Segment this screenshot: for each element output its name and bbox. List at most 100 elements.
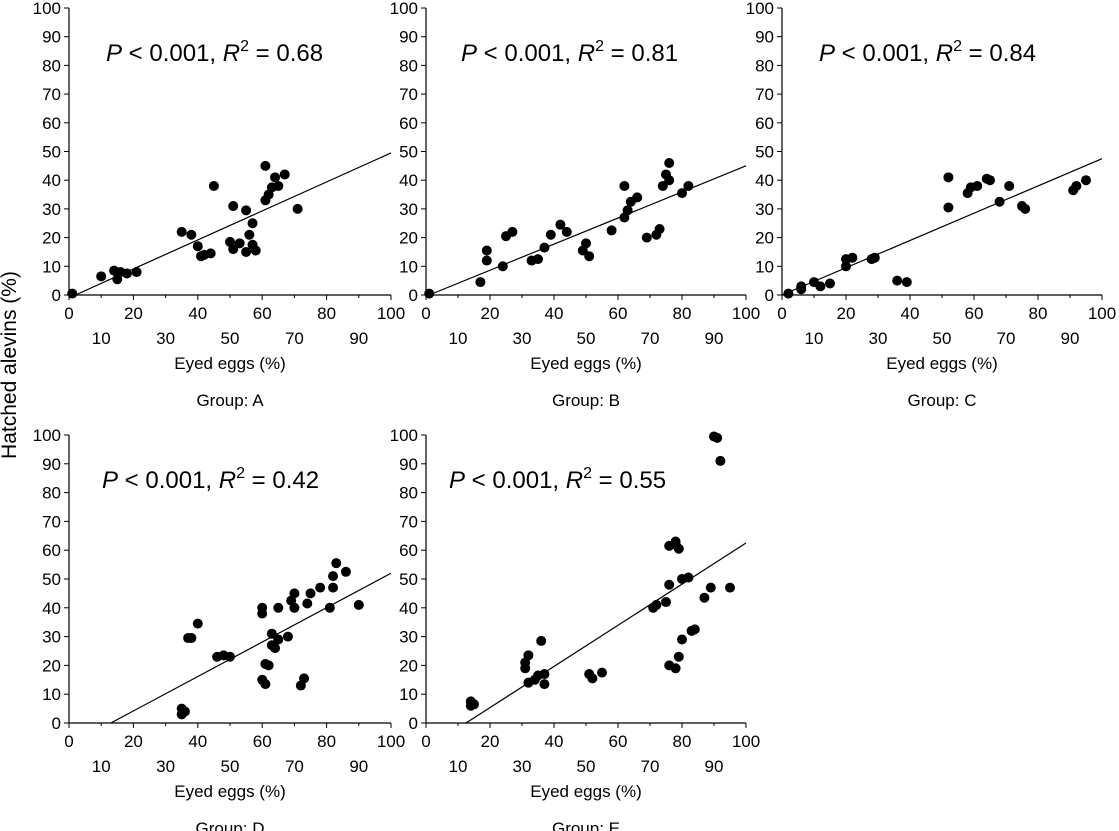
data-point [247, 218, 258, 229]
y-tick-label: 80 [42, 484, 61, 503]
y-tick-label: 90 [755, 28, 774, 47]
x-tick-label: 20 [837, 304, 856, 323]
data-point [654, 223, 665, 234]
x-tick-label: 100 [1088, 304, 1116, 323]
panel-group-c: 0 10 20 30 40 50 60 70 80 90 100 0 20 40 60 80 100 10 30 50… [746, 0, 1117, 410]
data-point [641, 232, 652, 243]
data-point [705, 582, 716, 593]
data-point [1071, 180, 1082, 191]
data-point [234, 238, 245, 249]
x-tick-label: 80 [673, 304, 692, 323]
data-point [661, 597, 671, 608]
y-tick-label: 40 [42, 171, 61, 190]
y-tick-label: 100 [33, 426, 61, 445]
y-tick-label: 30 [399, 200, 418, 219]
y-tick-label: 80 [399, 56, 418, 75]
data-point [302, 598, 313, 609]
data-point [305, 588, 316, 599]
data-point [241, 246, 252, 257]
x-minor-tick-label: 10 [92, 757, 111, 776]
x-tick-label: 20 [124, 732, 143, 751]
data-point [289, 588, 300, 599]
y-tick-label: 70 [399, 512, 418, 531]
stat-annotation: P < 0.001, R2 = 0.55 [449, 465, 666, 494]
x-minor-tick-label: 90 [349, 757, 368, 776]
x-minor-tick-label: 10 [449, 329, 468, 348]
data-point [664, 579, 675, 590]
data-point [539, 679, 550, 690]
y-tick-label: 40 [42, 599, 61, 618]
data-point [279, 169, 290, 180]
data-point [985, 175, 995, 186]
data-point [972, 180, 983, 191]
data-point [901, 277, 912, 288]
data-point [523, 650, 534, 661]
group-label: Group: E [552, 819, 620, 831]
y-tick-label: 30 [755, 200, 774, 219]
x-minor-tick-label: 70 [997, 329, 1016, 348]
data-point [536, 635, 547, 646]
data-point [481, 245, 492, 256]
x-tick-label: 60 [253, 732, 272, 751]
y-tick-label: 0 [765, 286, 774, 305]
y-axis-label: Hatched alevins (%) [0, 271, 21, 459]
data-point [533, 254, 543, 265]
x-minor-tick-label: 10 [92, 329, 111, 348]
y-tick-label: 50 [42, 570, 61, 589]
data-point [597, 667, 607, 678]
data-point [315, 582, 326, 593]
data-point [340, 566, 351, 577]
data-point [260, 160, 271, 171]
data-point [545, 229, 556, 240]
data-point [561, 226, 572, 237]
data-point [186, 229, 197, 240]
data-point [273, 634, 284, 645]
y-tick-label: 60 [42, 114, 61, 133]
x-minor-tick-label: 70 [285, 329, 304, 348]
x-tick-label: 100 [377, 732, 405, 751]
x-tick-label: 100 [732, 732, 760, 751]
x-minor-tick-label: 70 [285, 757, 304, 776]
x-minor-tick-label: 50 [577, 757, 596, 776]
y-tick-label: 50 [399, 143, 418, 162]
data-point [622, 205, 633, 216]
y-tick-label: 0 [52, 714, 61, 733]
regression-line [465, 542, 747, 724]
data-point [179, 706, 190, 717]
data-point [260, 679, 271, 690]
group-label: Group: D [196, 819, 265, 831]
y-tick-label: 90 [399, 28, 418, 47]
y-tick-label: 20 [399, 229, 418, 248]
y-tick-label: 40 [755, 171, 774, 190]
y-tick-label: 70 [755, 85, 774, 104]
data-point [228, 201, 239, 212]
data-point [683, 572, 694, 583]
data-point [651, 599, 662, 610]
data-point [481, 255, 492, 266]
panel-group-a: 0 10 20 30 40 50 60 70 80 90 100 0 20 40 60 80 100 10 30 50… [33, 0, 406, 410]
y-tick-label: 20 [42, 229, 61, 248]
data-point [186, 633, 197, 644]
x-tick-label: 20 [481, 304, 500, 323]
x-tick-label: 40 [188, 732, 207, 751]
y-tick-label: 90 [42, 28, 61, 47]
group-label: Group: B [552, 391, 620, 410]
x-minor-tick-label: 30 [513, 757, 532, 776]
data-point [539, 242, 550, 253]
data-point [328, 571, 339, 582]
data-point [497, 261, 508, 272]
data-point [725, 582, 735, 593]
x-minor-tick-label: 10 [449, 757, 468, 776]
x-tick-label: 80 [1029, 304, 1048, 323]
y-tick-label: 90 [399, 455, 418, 474]
stat-annotation: P < 0.001, R2 = 0.42 [102, 465, 319, 494]
x-minor-tick-label: 50 [933, 329, 952, 348]
data-point [689, 624, 700, 635]
x-tick-label: 100 [377, 304, 405, 323]
x-tick-label: 40 [545, 304, 564, 323]
y-tick-label: 10 [755, 257, 774, 276]
y-tick-label: 60 [755, 114, 774, 133]
y-tick-label: 10 [42, 257, 61, 276]
x-minor-tick-label: 10 [805, 329, 824, 348]
